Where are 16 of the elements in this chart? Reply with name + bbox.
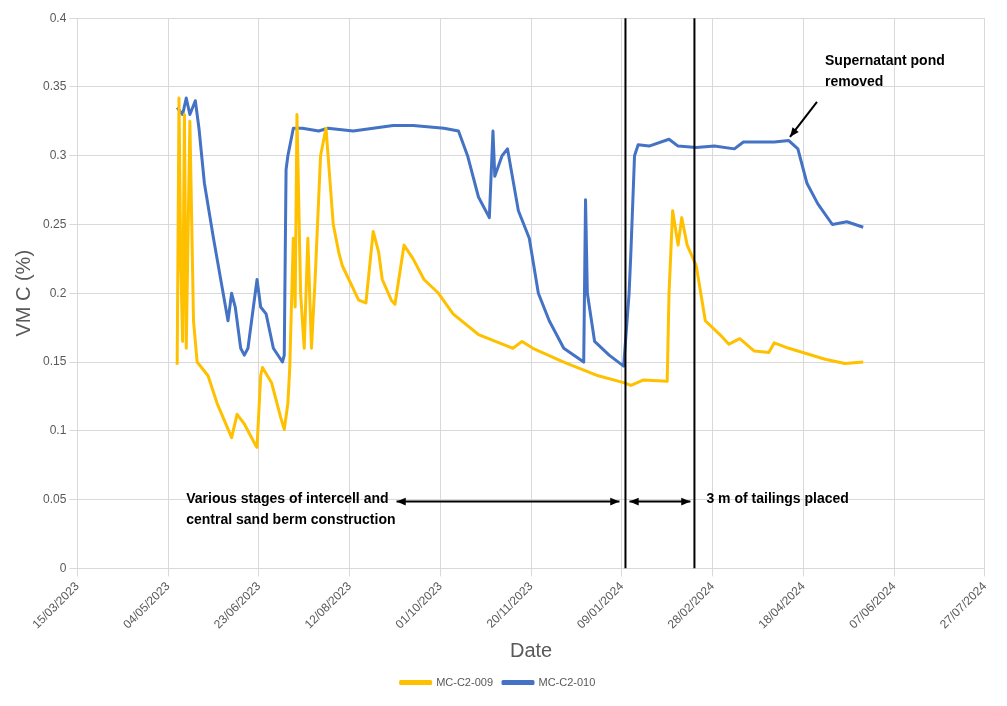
y-tick-label: 0.2 [49, 285, 67, 300]
y-tick-label: 0.25 [43, 216, 67, 231]
y-tick-label: 0.05 [43, 491, 67, 506]
annotation: Supernatant pond removed [824, 51, 945, 89]
y-axis-title: VM C (%) [11, 249, 34, 337]
annotation: Various stages of intercell and central sand berm construction [186, 490, 396, 528]
y-tick-label: 0.3 [49, 148, 67, 163]
x-axis-title: Date [509, 638, 553, 661]
annotation: 3 m of tailings placed [706, 490, 849, 507]
legend-label: MC-C2-010 [538, 675, 596, 688]
y-tick-label: 0.1 [49, 423, 67, 438]
y-tick-label: 0.4 [49, 10, 67, 25]
y-tick-label: 0 [59, 560, 67, 575]
y-tick-label: 0.35 [43, 79, 67, 94]
legend-label: MC-C2-009 [436, 675, 494, 688]
y-tick-label: 0.15 [43, 354, 67, 369]
